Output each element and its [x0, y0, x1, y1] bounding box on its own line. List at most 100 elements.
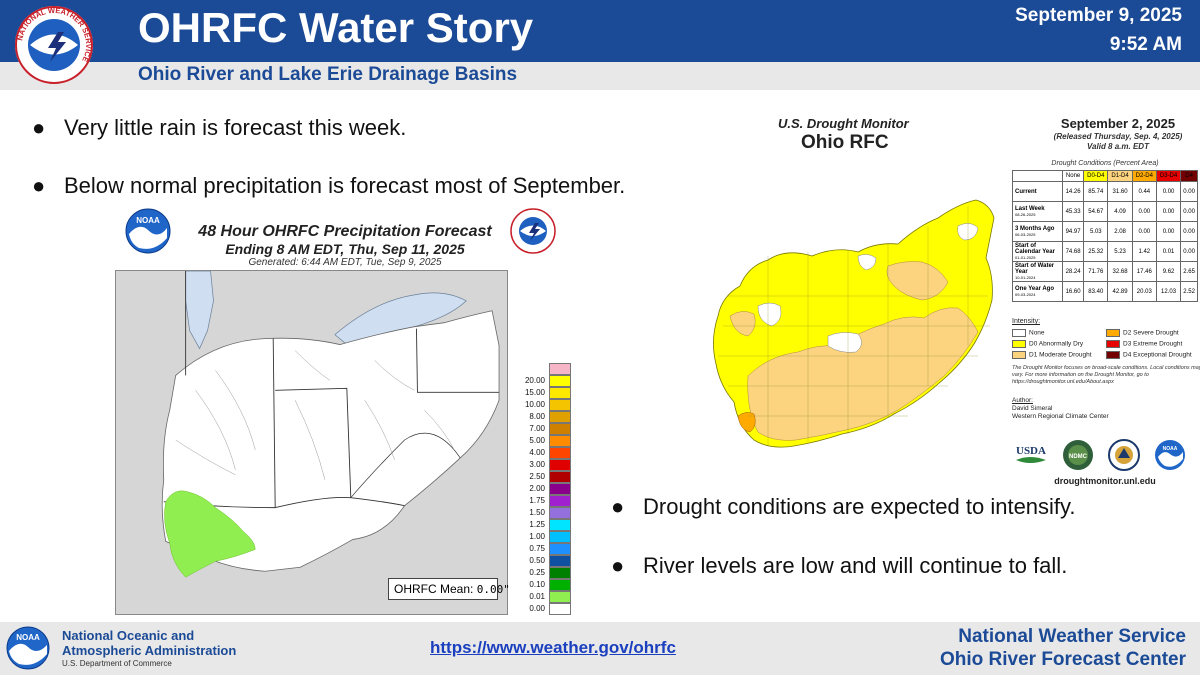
table-header-cell: D1-D4	[1107, 170, 1133, 182]
table-cell: 74.68	[1061, 241, 1085, 262]
noaa-name-line2: Atmospheric Administration	[62, 643, 237, 658]
bullet-river: ● River levels are low and will continue …	[611, 553, 1067, 579]
noaa-department: U.S. Department of Commerce	[62, 659, 172, 668]
table-cell: 0.00	[1180, 221, 1198, 242]
drought-monitor-valid: Valid 8 a.m. EDT	[1087, 142, 1149, 151]
legend-row: 1.25	[513, 519, 575, 531]
legend-swatch	[549, 579, 571, 591]
legend-swatch	[549, 399, 571, 411]
noaa-logo: NOAA	[6, 626, 50, 670]
legend-row: 0.01	[513, 591, 575, 603]
table-cell: 2.65	[1180, 261, 1198, 282]
table-cell: 0.01	[1155, 241, 1182, 262]
legend-label: 1.75	[529, 496, 545, 505]
page-subtitle: Ohio River and Lake Erie Drainage Basins	[138, 64, 518, 85]
noaa-logo: NOAA	[1155, 440, 1185, 470]
bullet-precip: ● Below normal precipitation is forecast …	[32, 173, 625, 199]
legend-row: 2.50	[513, 471, 575, 483]
legend-swatch	[549, 459, 571, 471]
legend-label: 0.01	[529, 592, 545, 601]
legend-label: 2.50	[529, 472, 545, 481]
table-row: One Year Ago 09-03-2024 16.60 83.40 42.89…	[1012, 281, 1198, 302]
footer-nws: National Weather Service	[958, 626, 1186, 647]
ohrfc-mean-value: 0.00"	[476, 583, 510, 596]
legend-label: 8.00	[529, 412, 545, 421]
table-cell: 1.42	[1131, 241, 1157, 262]
precip-forecast-panel: 48 Hour OHRFC Precipitation Forecast End…	[115, 205, 575, 615]
legend-swatch	[549, 375, 571, 387]
table-row: Last Week 08-26-2025 45.33 54.67 4.09 0.0…	[1012, 201, 1198, 222]
table-cell: 45.33	[1061, 201, 1085, 222]
page-title: OHRFC Water Story	[138, 4, 534, 51]
intensity-swatch	[1012, 329, 1026, 337]
table-row-label: One Year Ago 09-03-2024	[1012, 281, 1063, 302]
intensity-swatch	[1106, 351, 1120, 359]
table-cell: 0.00	[1131, 201, 1157, 222]
legend-swatch	[549, 471, 571, 483]
precip-map-ending: Ending 8 AM EDT, Thu, Sep 11, 2025	[225, 241, 465, 257]
subtitle-band	[0, 62, 1200, 90]
intensity-item: D2 Severe Drought	[1106, 329, 1179, 337]
legend-swatch	[549, 507, 571, 519]
drought-monitor-note: The Drought Monitor focuses on broad-sca…	[1012, 365, 1200, 385]
legend-swatch	[549, 411, 571, 423]
intensity-swatch	[1012, 351, 1026, 359]
legend-swatch	[549, 387, 571, 399]
table-cell: 0.00	[1155, 181, 1182, 202]
bullet-drought: ● Drought conditions are expected to inte…	[611, 494, 1076, 520]
legend-swatch	[549, 543, 571, 555]
drought-monitor-url[interactable]: droughtmonitor.unl.edu	[1054, 476, 1156, 486]
bullet-drought-text: Drought conditions are expected to inten…	[643, 494, 1076, 519]
table-cell: 0.00	[1155, 221, 1182, 242]
bullet-marker: ●	[611, 494, 625, 519]
nws-logo	[510, 208, 556, 254]
legend-row: 10.00	[513, 399, 575, 411]
usda-logo: USDA	[1016, 445, 1046, 463]
noaa-logo-text: NOAA	[136, 216, 160, 225]
legend-swatch	[549, 423, 571, 435]
partner-logos: USDA NDMC NOAA	[1016, 439, 1185, 471]
svg-text:NDMC: NDMC	[1069, 454, 1088, 460]
table-cell: 0.00	[1180, 201, 1198, 222]
legend-label: 0.50	[529, 556, 545, 565]
bullet-river-text: River levels are low and will continue t…	[643, 553, 1068, 578]
svg-text:NOAA: NOAA	[1163, 446, 1178, 452]
table-cell: 83.40	[1083, 281, 1109, 302]
header-band	[0, 0, 1200, 62]
table-row-label: Start of Calendar Year 01-01-2025	[1012, 241, 1063, 262]
legend-label: 15.00	[524, 388, 545, 397]
table-cell: 32.68	[1107, 261, 1133, 282]
footer: NOAA National Oceanic and Atmospheric Ad…	[0, 622, 1200, 675]
table-cell: 12.03	[1155, 281, 1182, 302]
intensity-item: None	[1012, 329, 1045, 337]
table-cell: 54.67	[1083, 201, 1109, 222]
table-cell: 9.62	[1155, 261, 1182, 282]
table-cell: 28.24	[1061, 261, 1085, 282]
table-header-cell	[1012, 170, 1063, 182]
drought-monitor-released: (Released Thursday, Sep. 4, 2025)	[1053, 132, 1183, 141]
legend-row: 0.00	[513, 603, 575, 615]
legend-row: 4.00	[513, 447, 575, 459]
legend-row: 15.00	[513, 387, 575, 399]
legend-label: 0.75	[529, 544, 545, 553]
precip-map-generated: Generated: 6:44 AM EDT, Tue, Sep 9, 2025	[248, 257, 442, 268]
legend-label: 5.00	[529, 436, 545, 445]
noaa-logo-text: NOAA	[16, 633, 40, 642]
ohrfc-link[interactable]: https://www.weather.gov/ohrfc	[430, 638, 676, 657]
table-cell: 0.00	[1131, 221, 1157, 242]
drought-conditions-table: None D0-D4 D1-D4 D2-D4 D3-D4 D4 Current …	[1012, 170, 1198, 302]
precip-forecast-map	[115, 270, 508, 615]
legend-row: 3.00	[513, 459, 575, 471]
table-header-cell: D0-D4	[1083, 170, 1109, 182]
legend-row: 1.00	[513, 531, 575, 543]
noaa-logo: NOAA	[125, 208, 171, 254]
drought-monitor-region: Ohio RFC	[801, 132, 889, 153]
table-cell: 71.76	[1083, 261, 1109, 282]
bullet-marker: ●	[611, 553, 625, 578]
legend-label: 2.00	[529, 484, 545, 493]
noaa-name-line1: National Oceanic and	[62, 628, 195, 643]
table-cell: 85.74	[1083, 181, 1109, 202]
legend-label: 7.00	[529, 424, 545, 433]
drought-monitor-map	[713, 199, 995, 448]
legend-swatch	[549, 483, 571, 495]
